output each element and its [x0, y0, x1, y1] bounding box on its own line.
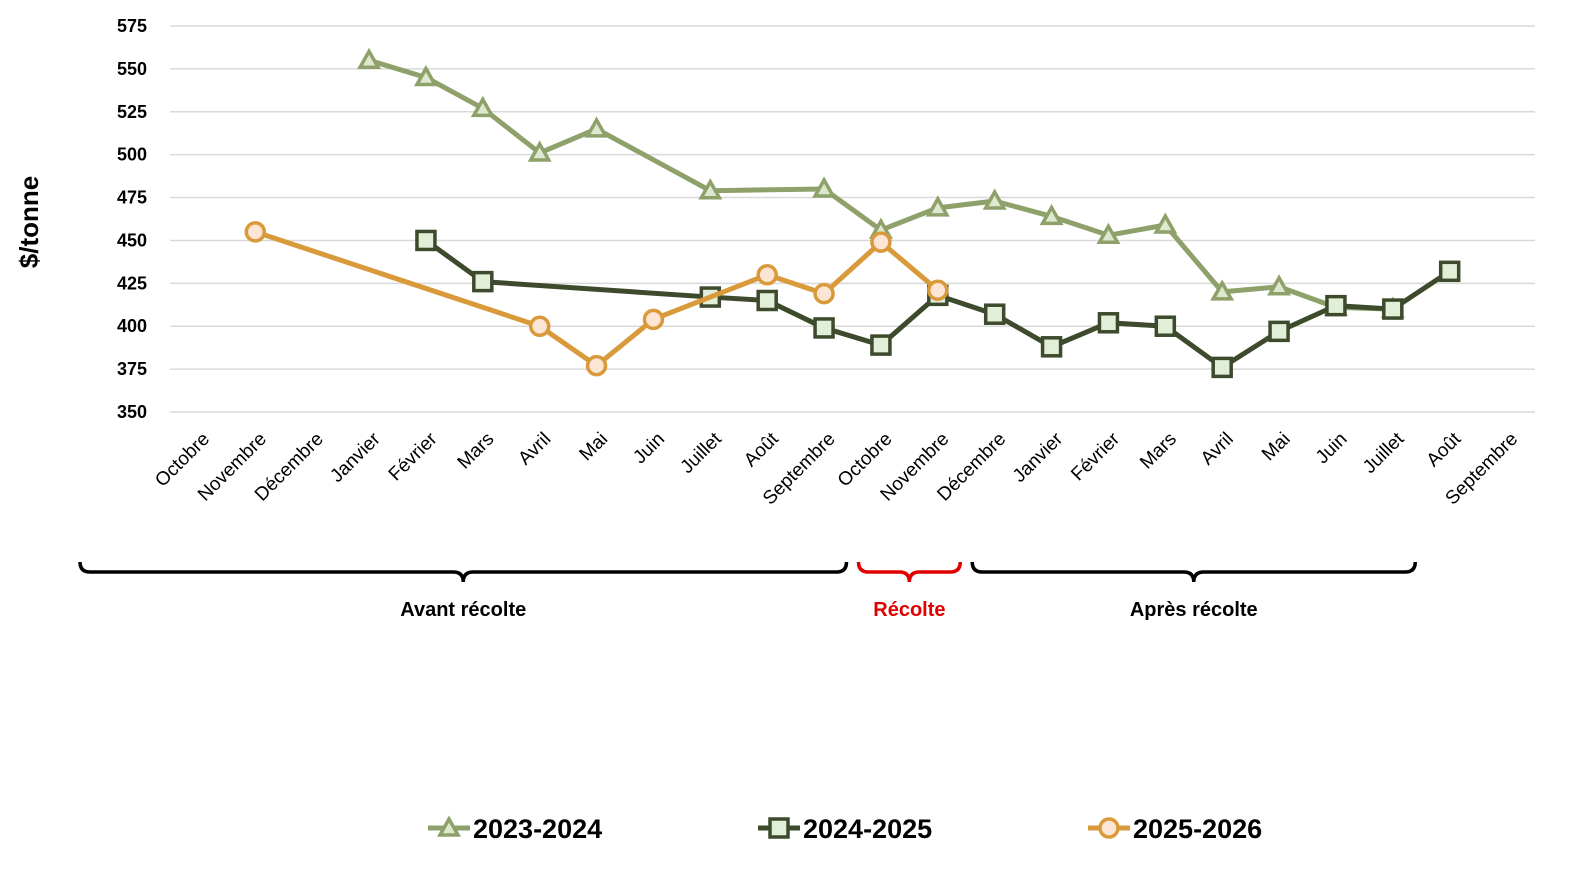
- x-tick-label: Juin: [1312, 429, 1351, 468]
- data-point: [813, 317, 835, 339]
- data-point: [1097, 312, 1120, 334]
- data-point: [584, 116, 609, 138]
- x-tick-label: Juillet: [677, 428, 727, 478]
- series-2025-2026: [244, 221, 949, 377]
- data-point: [813, 282, 835, 305]
- data-point: [415, 229, 437, 252]
- legend-swatch-marker: [437, 815, 461, 837]
- legend-swatch-marker: [1098, 817, 1120, 839]
- series-line: [252, 229, 941, 369]
- data-point: [1325, 294, 1347, 317]
- legend-item: 2025-2026: [1088, 814, 1262, 844]
- data-point: [925, 195, 950, 217]
- data-point: [1096, 222, 1121, 245]
- y-tick-label: 475: [117, 188, 147, 208]
- y-tick-label: 350: [117, 402, 147, 422]
- legend-label: 2025-2026: [1133, 814, 1262, 844]
- data-point: [1268, 320, 1290, 343]
- data-point: [1438, 260, 1461, 283]
- phase-label: Récolte: [873, 599, 945, 621]
- data-series: [244, 47, 1461, 379]
- data-point: [413, 64, 438, 87]
- x-tick-label: Mars: [1136, 429, 1181, 474]
- data-point: [642, 308, 665, 331]
- data-point: [1154, 315, 1177, 337]
- x-tick-label: Août: [1423, 428, 1466, 471]
- x-tick-label: Avril: [1197, 429, 1238, 470]
- data-point: [244, 221, 267, 243]
- data-point: [357, 47, 382, 70]
- data-point: [1040, 336, 1063, 358]
- x-tick-label: Janvier: [326, 428, 385, 487]
- phase-label: Avant récolte: [400, 599, 526, 621]
- grid-lines: [170, 25, 1535, 413]
- harvest-phase-braces: Avant récolte Récolte Après récolte: [78, 561, 1417, 621]
- x-tick-label: Janvier: [1009, 428, 1068, 487]
- y-tick-label: 425: [117, 273, 147, 293]
- data-point: [812, 176, 837, 198]
- series-2024-2025: [415, 229, 1461, 379]
- legend-item: 2023-2024: [428, 814, 602, 844]
- data-point: [1153, 212, 1178, 234]
- data-point: [870, 231, 892, 253]
- legend: 2023-2024 2024-2025 2025-2026: [428, 814, 1262, 844]
- x-tick-label: Février: [1067, 428, 1124, 485]
- data-point: [1039, 203, 1064, 226]
- y-axis-ticks: 350 375 400 425 450 475 500 525 550 575: [117, 16, 147, 422]
- data-point: [756, 289, 778, 312]
- legend-swatch-marker: [768, 817, 790, 839]
- phase-brace: [856, 561, 962, 583]
- data-point: [1210, 279, 1235, 301]
- legend-label: 2023-2024: [473, 814, 602, 844]
- x-tick-label: Août: [740, 428, 783, 471]
- y-tick-label: 550: [117, 59, 147, 79]
- x-tick-label: Juin: [629, 429, 668, 468]
- y-axis-label: $/tonne: [14, 176, 44, 268]
- y-tick-label: 375: [117, 359, 147, 379]
- x-tick-label: Février: [385, 428, 442, 485]
- series-2023-2024: [357, 47, 1405, 318]
- y-tick-label: 450: [117, 230, 147, 250]
- data-point: [585, 354, 608, 377]
- phase-brace: [78, 561, 849, 583]
- data-point: [527, 140, 552, 162]
- data-point: [528, 315, 551, 337]
- x-tick-label: Juillet: [1359, 428, 1409, 478]
- phase-brace: [970, 561, 1417, 583]
- x-tick-label: Mai: [576, 429, 613, 466]
- legend-label: 2024-2025: [803, 814, 932, 844]
- y-tick-label: 400: [117, 316, 147, 336]
- data-point: [470, 95, 495, 118]
- y-tick-label: 575: [117, 16, 147, 36]
- legend-item: 2024-2025: [758, 814, 932, 844]
- data-point: [983, 303, 1006, 325]
- data-point: [1267, 274, 1292, 296]
- data-point: [698, 178, 723, 200]
- x-tick-label: Mars: [454, 429, 499, 474]
- phase-label: Après récolte: [1130, 599, 1258, 621]
- x-tick-label: Avril: [514, 429, 555, 470]
- data-point: [870, 334, 892, 356]
- data-point: [982, 188, 1007, 210]
- data-point: [927, 279, 949, 301]
- data-point: [1211, 356, 1233, 379]
- y-tick-label: 500: [117, 145, 147, 165]
- data-point: [756, 264, 778, 286]
- data-point: [472, 270, 494, 293]
- series-line: [366, 57, 1396, 312]
- y-tick-label: 525: [117, 102, 147, 122]
- x-tick-label: Mai: [1258, 429, 1295, 466]
- data-point: [1382, 298, 1404, 320]
- series-line: [423, 237, 1453, 370]
